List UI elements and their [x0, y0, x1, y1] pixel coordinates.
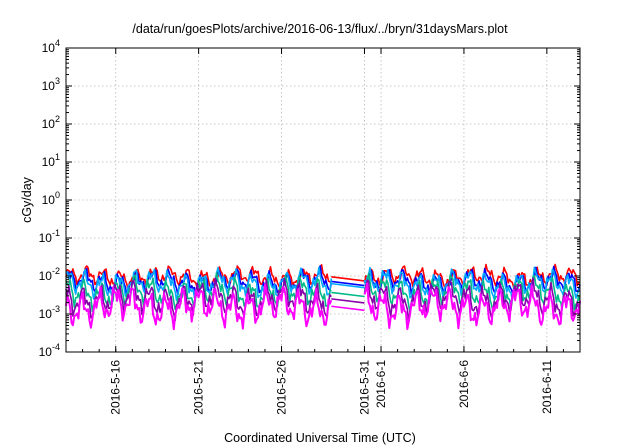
series-group — [65, 263, 581, 331]
chart-title: /data/run/goesPlots/archive/2016-06-13/f… — [132, 22, 508, 36]
y-tick-exponent: -4 — [52, 342, 60, 352]
y-tick-label: 10-1 — [39, 228, 60, 245]
series-line — [363, 266, 581, 301]
y-tick-label: 100 — [42, 190, 60, 207]
series-gap-connector — [331, 298, 365, 304]
y-tick-base: 10 — [39, 307, 53, 321]
y-tick-exponent: 1 — [55, 152, 60, 162]
x-axis: 2016-5-16 2016-5-21 2016-5-26 2016-5-31 2016… — [82, 48, 564, 415]
y-tick-label: 104 — [42, 38, 60, 55]
y-tick-base: 10 — [39, 345, 53, 359]
y-tick-base: 10 — [42, 193, 56, 207]
series-line — [363, 282, 581, 330]
y-tick-base: 10 — [42, 117, 56, 131]
y-tick-label: 10-2 — [39, 266, 60, 283]
series-line — [65, 266, 333, 301]
y-tick-base: 10 — [39, 269, 53, 283]
x-tick-label: 2016-5-31 — [357, 360, 371, 415]
y-tick-base: 10 — [42, 41, 56, 55]
y-tick-base: 10 — [42, 79, 56, 93]
y-tick-exponent: -2 — [52, 266, 60, 276]
y-tick-base: 10 — [39, 231, 53, 245]
series-line — [65, 271, 332, 313]
y-tick-label: 10-4 — [39, 342, 60, 359]
y-tick-label: 10-3 — [39, 304, 60, 321]
y-tick-label: 101 — [42, 152, 60, 169]
x-tick-label: 2016-5-21 — [192, 360, 206, 415]
series-gap-connector — [331, 280, 365, 287]
x-tick-label: 2016-6-1 — [374, 360, 388, 408]
x-tick-label: 2016-6-6 — [457, 360, 471, 408]
y-axis-label: cGy/day — [20, 176, 34, 223]
series-gap-connector — [331, 282, 365, 289]
series-line — [363, 277, 581, 323]
y-tick-exponent: 3 — [55, 76, 60, 86]
y-tick-exponent: 4 — [55, 38, 60, 48]
y-tick-exponent: -3 — [52, 304, 60, 314]
series-gap-connector — [331, 291, 365, 298]
y-tick-label: 102 — [42, 114, 60, 131]
y-tick-exponent: -1 — [52, 228, 60, 238]
x-tick-label: 2016-6-11 — [540, 360, 554, 414]
y-tick-exponent: 2 — [55, 114, 60, 124]
x-tick-label: 2016-5-16 — [109, 360, 123, 415]
series-gap-connector — [331, 276, 365, 282]
series-gap-connector — [331, 305, 365, 312]
y-tick-exponent: 0 — [55, 190, 60, 200]
series-line — [65, 283, 333, 331]
x-tick-label: 2016-5-26 — [275, 360, 289, 415]
x-axis-label: Coordinated Universal Time (UTC) — [224, 431, 416, 445]
y-tick-label: 103 — [42, 76, 60, 93]
y-tick-base: 10 — [42, 155, 56, 169]
